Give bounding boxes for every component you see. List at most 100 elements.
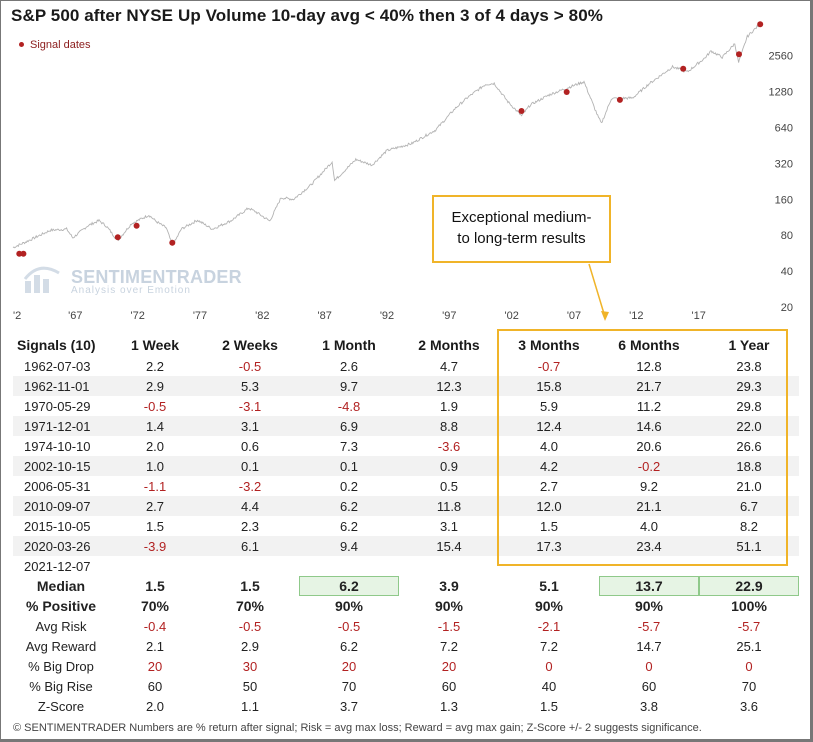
signal-dot-icon <box>19 42 24 47</box>
return-cell: 29.3 <box>699 376 799 396</box>
return-cell: 7.3 <box>339 438 359 454</box>
return-cell: 6.1 <box>201 536 299 556</box>
summary-cell: 3.6 <box>739 698 759 714</box>
return-cell <box>299 556 399 576</box>
summary-cell: 60 <box>147 678 163 694</box>
callout-box: Exceptional medium- to long-term results <box>432 195 611 263</box>
signal-date-cell: 1971-12-01 <box>13 416 109 436</box>
return-cell: 9.4 <box>299 536 399 556</box>
x-tick-label: '2 <box>13 310 21 322</box>
return-cell: 0.1 <box>201 456 299 476</box>
return-cell: 2.9 <box>109 376 201 396</box>
return-cell: 2.7 <box>539 478 559 494</box>
return-cell: 11.2 <box>636 398 662 414</box>
price-chart: 20 40 80 160 320 640 1280 2560 '2 '67 '72 '77 '82 '87… <box>12 21 793 322</box>
summary-cell: 3.9 <box>439 578 459 594</box>
sp500-line <box>12 23 760 249</box>
summary-cell: 90% <box>434 598 464 614</box>
return-cell: 4.2 <box>499 456 599 476</box>
return-cell: 23.8 <box>736 358 762 374</box>
summary-cell: -5.7 <box>737 618 761 634</box>
return-cell: 18.8 <box>699 456 799 476</box>
return-cell <box>699 556 799 576</box>
return-cell: 5.3 <box>201 376 299 396</box>
summary-cell: 1.5 <box>539 698 559 714</box>
column-header: 6 Months <box>618 337 680 353</box>
return-cell: 2.6 <box>339 358 359 374</box>
legend-label: Signal dates <box>30 39 91 51</box>
summary-cell: 25.1 <box>736 638 762 654</box>
summary-cell: 2.0 <box>145 698 165 714</box>
summary-cell: 0 <box>645 658 653 674</box>
return-cell: 2.7 <box>109 496 201 516</box>
return-cell: 4.4 <box>201 496 299 516</box>
return-cell: 26.6 <box>736 438 762 454</box>
signal-point <box>757 21 764 28</box>
return-cell: -0.5 <box>238 358 262 374</box>
return-cell: -3.9 <box>109 536 201 556</box>
signal-date-cell: 1974-10-10 <box>24 438 91 454</box>
signal-point <box>518 108 525 114</box>
summary-label: Avg Risk <box>35 618 87 634</box>
summary-cell: 0 <box>745 658 753 674</box>
signal-point <box>616 96 623 103</box>
signal-row: 1974-10-10 2.0 0.6 7.3 -3.6 4.0 20.6 26.6 <box>13 436 799 456</box>
summary-row: % Big Rise 60 50 70 60 40 60 70 <box>13 676 799 696</box>
signal-row: 2006-05-31 -1.1 -3.2 0.2 0.5 2.7 9.2 21.0 <box>13 476 799 496</box>
return-cell <box>399 556 499 576</box>
summary-label: % Big Drop <box>28 658 94 674</box>
signal-point <box>680 65 687 72</box>
column-header: 2 Weeks <box>222 337 278 353</box>
column-header: 1 Year <box>728 337 770 353</box>
summary-row: % Big Drop 20 30 20 20 0 0 0 <box>13 656 799 676</box>
return-cell: -3.2 <box>238 478 262 494</box>
signal-row: 2015-10-05 1.5 2.3 6.2 3.1 1.5 4.0 8.2 <box>13 516 799 536</box>
signal-row: 2002-10-15 1.0 0.1 0.1 0.9 4.2 -0.2 18.8 <box>13 456 799 476</box>
return-cell: 1.4 <box>109 416 201 436</box>
y-tick-label: 20 <box>781 302 793 314</box>
return-cell: 8.8 <box>399 416 499 436</box>
column-header: Signals (10) <box>17 337 96 353</box>
summary-cell: 14.7 <box>636 638 662 654</box>
stats-table: Signals (10) 1 Week 2 Weeks 1 Month 2 Months… <box>13 334 799 716</box>
return-cell: 12.4 <box>499 416 599 436</box>
return-cell <box>499 556 599 576</box>
signal-point <box>169 239 176 246</box>
return-cell: 2.2 <box>145 358 165 374</box>
y-tick-label: 640 <box>775 123 793 135</box>
return-cell: -0.5 <box>143 398 167 414</box>
signal-row: 2020-03-26 -3.9 6.1 9.4 15.4 17.3 23.4 51.1 <box>13 536 799 556</box>
summary-cell: 22.9 <box>699 576 799 596</box>
return-cell: 1.5 <box>539 518 559 534</box>
summary-label: Median <box>36 578 86 594</box>
summary-cell: -2.1 <box>537 618 561 634</box>
return-cell: 22.0 <box>699 416 799 436</box>
return-cell: 21.0 <box>736 478 762 494</box>
summary-cell: 70% <box>235 598 265 614</box>
return-cell: 0.6 <box>240 438 260 454</box>
summary-cell: 1.5 <box>145 578 165 594</box>
signal-row: 1962-11-01 2.9 5.3 9.7 12.3 15.8 21.7 29.3 <box>13 376 799 396</box>
summary-label: Z-Score <box>37 698 85 714</box>
callout-arrow-head <box>601 311 609 321</box>
return-cell: 0.5 <box>439 478 459 494</box>
summary-label: % Positive <box>25 598 97 614</box>
summary-cell: 5.1 <box>539 578 559 594</box>
summary-cell: 6.2 <box>339 638 359 654</box>
return-cell: 2.3 <box>240 518 260 534</box>
summary-cell: 1.5 <box>240 578 260 594</box>
summary-cell: 90% <box>634 598 664 614</box>
return-cell: 0.1 <box>299 456 399 476</box>
summary-cell: 7.2 <box>539 638 559 654</box>
x-tick-label: '87 <box>318 310 332 322</box>
summary-cell: 2.9 <box>240 638 260 654</box>
return-cell: 6.2 <box>299 496 399 516</box>
x-tick-label: '92 <box>380 310 394 322</box>
return-cell: 8.2 <box>739 518 759 534</box>
y-tick-label: 2560 <box>769 51 793 63</box>
callout-arrow-line <box>588 263 606 318</box>
summary-cell: 90% <box>534 598 564 614</box>
return-cell: 1.9 <box>439 398 459 414</box>
return-cell <box>109 556 201 576</box>
x-tick-label: '97 <box>442 310 456 322</box>
